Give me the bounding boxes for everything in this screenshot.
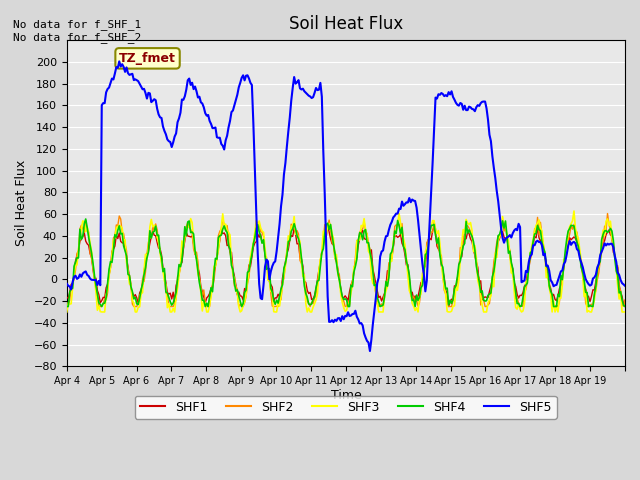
Title: Soil Heat Flux: Soil Heat Flux [289,15,403,33]
Text: TZ_fmet: TZ_fmet [119,52,176,65]
X-axis label: Time: Time [330,389,361,402]
Legend: SHF1, SHF2, SHF3, SHF4, SHF5: SHF1, SHF2, SHF3, SHF4, SHF5 [135,396,557,419]
Y-axis label: Soil Heat Flux: Soil Heat Flux [15,160,28,246]
Text: No data for f_SHF_1
No data for f_SHF_2: No data for f_SHF_1 No data for f_SHF_2 [13,19,141,43]
